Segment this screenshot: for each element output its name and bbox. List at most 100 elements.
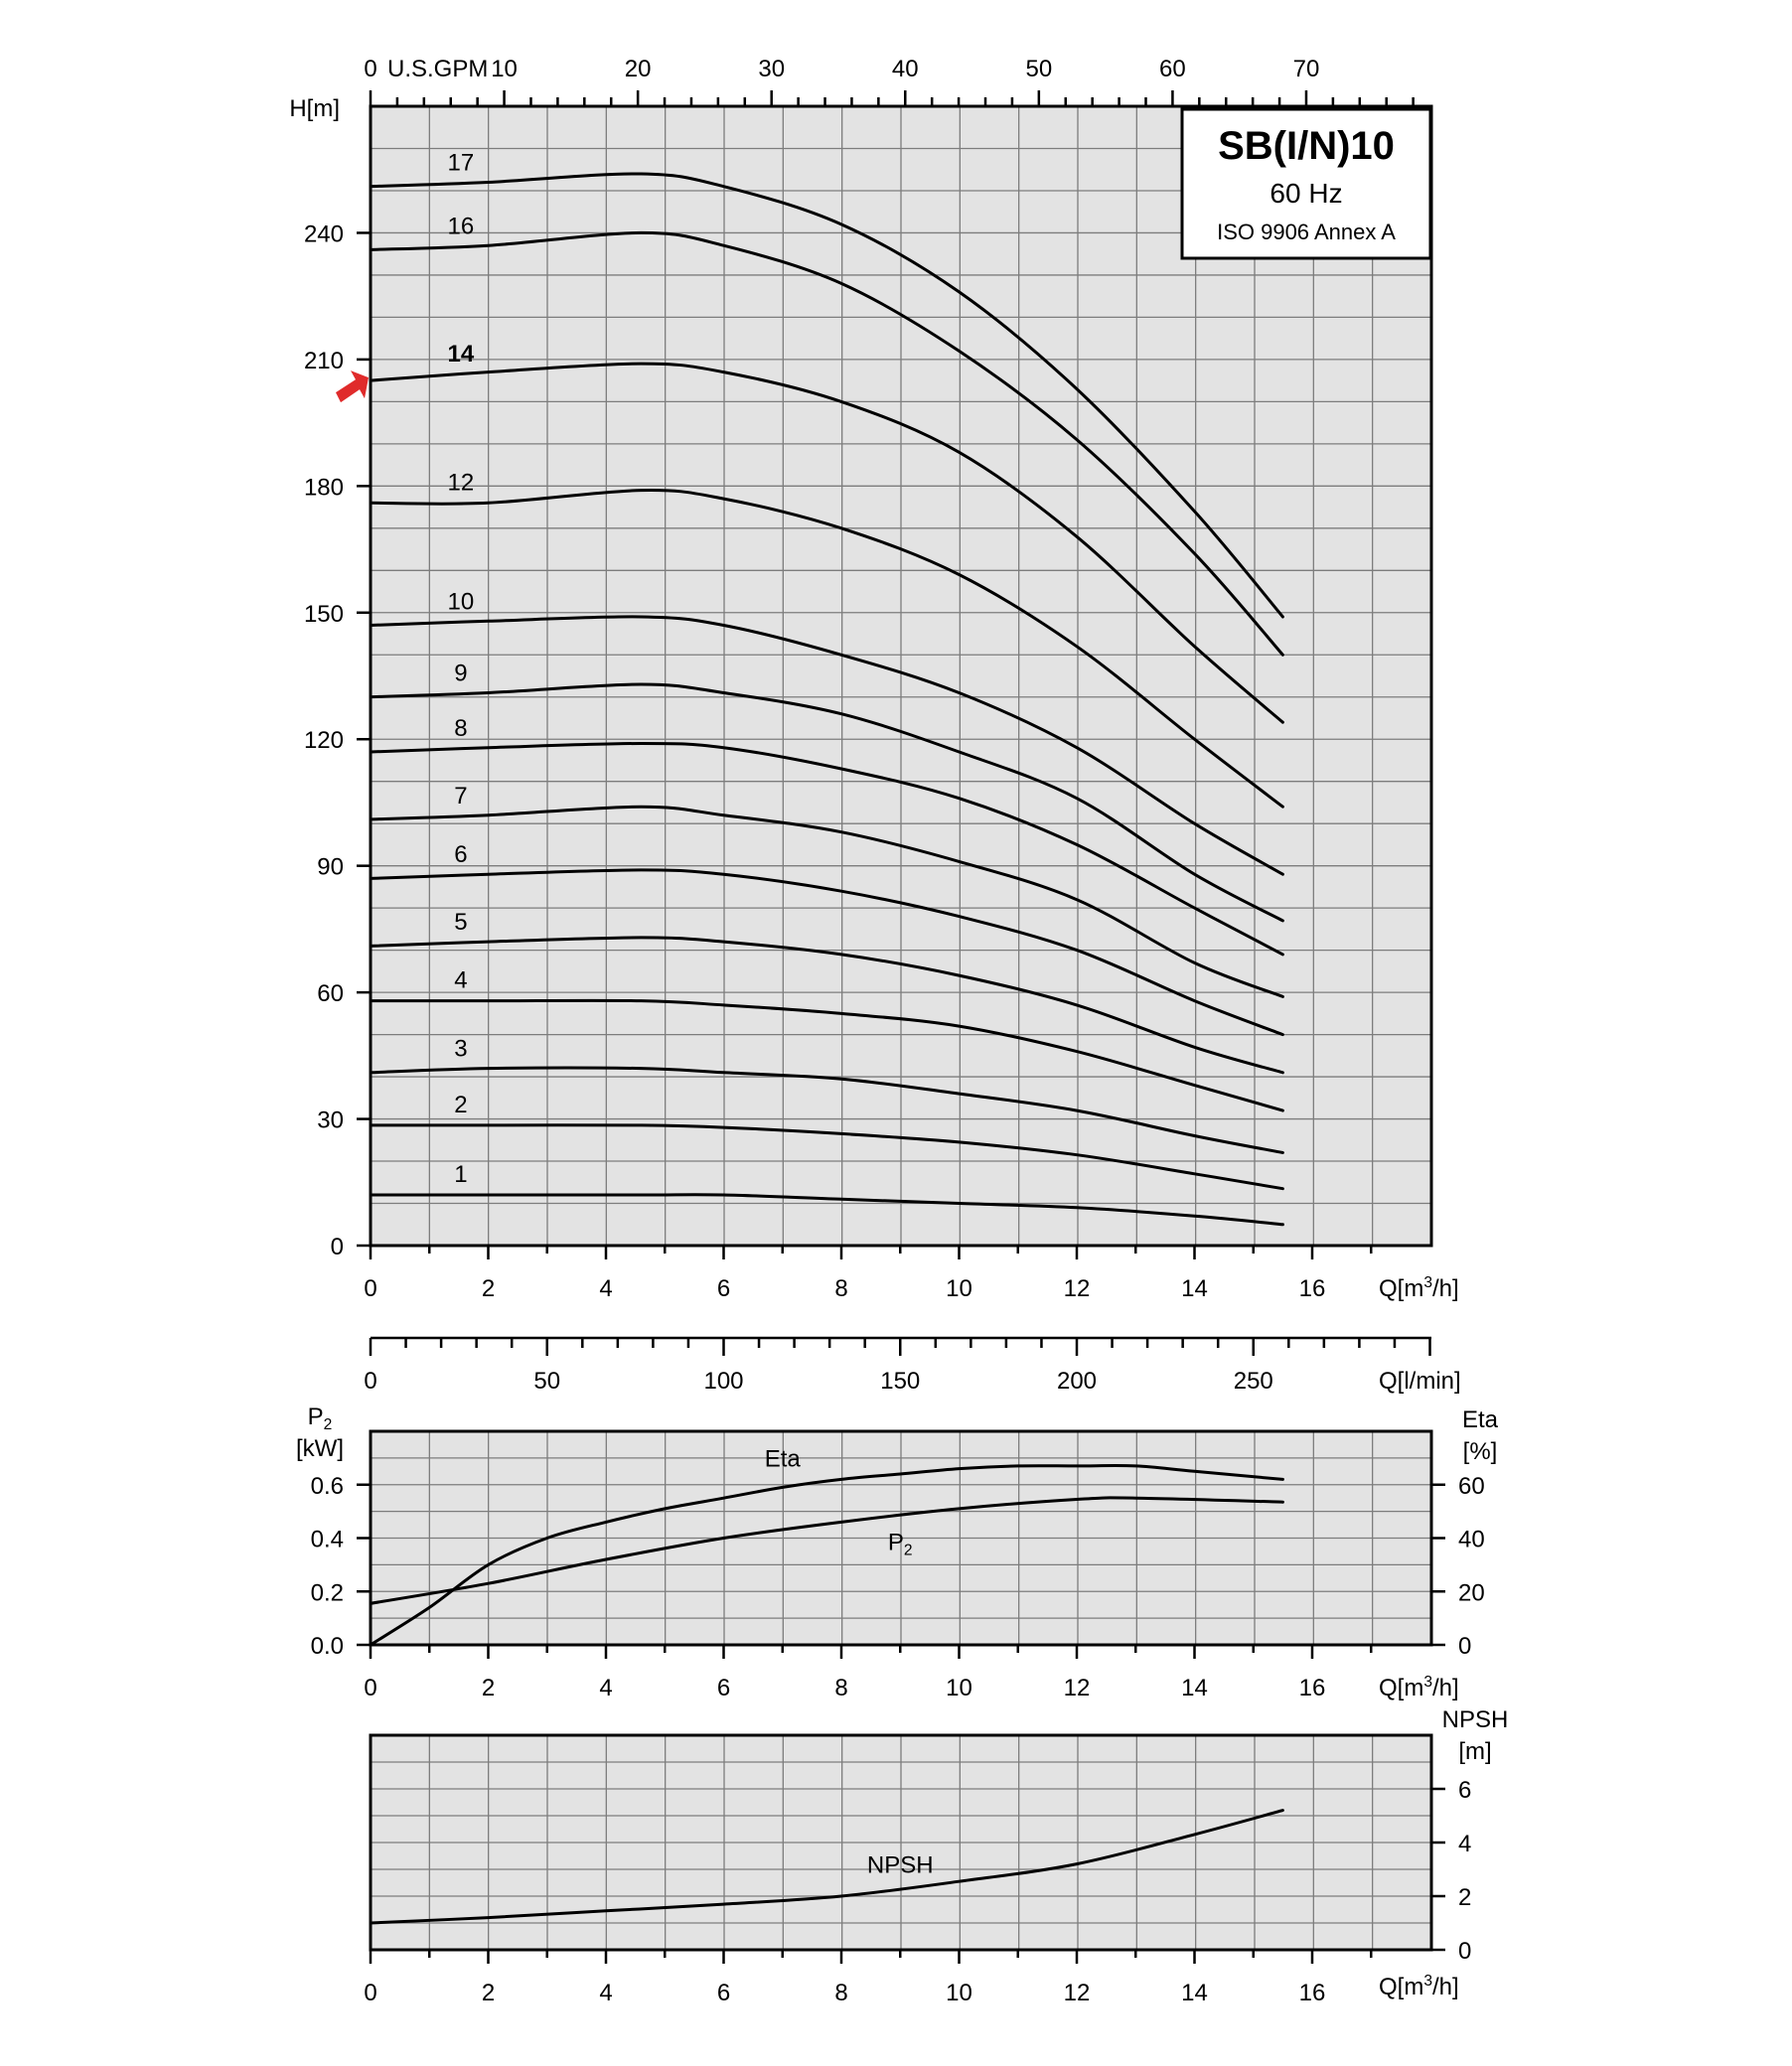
npsh-x-tick-label: 8 (834, 1980, 847, 2006)
top-x-tick-label: 50 (1025, 56, 1052, 82)
head-x-axis-title: Q[m3/h] (1379, 1274, 1459, 1302)
top-x-tick-label: 40 (892, 56, 919, 82)
head-curve-stages-2 (369, 1123, 1284, 1191)
power-y-left-title-line-2: [kW] (296, 1435, 344, 1462)
frequency-label: 60 Hz (1269, 178, 1342, 209)
npsh-x-tick-label: 14 (1181, 1980, 1208, 2006)
npsh-x-tick-label: 0 (364, 1980, 376, 2006)
head-x-tick-label: 6 (717, 1275, 730, 1302)
head-curve-stages-6 (369, 868, 1284, 1037)
title-box-frame (1180, 107, 1432, 260)
head-curve-label-14: 14 (448, 341, 475, 368)
power-x-tick-label: 8 (834, 1675, 847, 1701)
curve-eta (369, 1464, 1284, 1647)
model-name: SB(I/N)10 (1218, 124, 1395, 168)
npsh-y-axis-title-line-2: [m] (1458, 1738, 1491, 1765)
head-curve-stages-17 (369, 172, 1284, 619)
selected-curve-arrow-icon (336, 370, 369, 403)
head-curve-label-9: 9 (454, 661, 467, 687)
head-y-tick-label: 0 (331, 1234, 344, 1260)
power-y-left-title-line-1: P2 (308, 1403, 333, 1433)
head-y-tick-label: 90 (317, 854, 344, 881)
eta-y-right-title-line-2: [%] (1463, 1438, 1498, 1465)
power-y-left-tick-label: 0.2 (311, 1579, 344, 1606)
head-curve-label-1: 1 (454, 1161, 467, 1188)
power-x-tick-label: 16 (1299, 1675, 1326, 1701)
head-curve-label-8: 8 (454, 715, 467, 742)
power-eta-chart: 0 2 4 6 8 10 12 14 16 Q[m3/h] 0.0 0.2 0.4 0.6 0 20 40 60 P… (296, 1403, 1499, 1701)
top-x-tick-label: 20 (625, 56, 652, 82)
head-curve-label-2: 2 (454, 1092, 467, 1118)
head-curve-label-3: 3 (454, 1036, 467, 1063)
standard-label: ISO 9906 Annex A (1217, 220, 1396, 244)
power-y-left-tick-label: 0.0 (311, 1633, 344, 1660)
head-curve-stages-5 (369, 936, 1284, 1075)
npsh-x-tick-label: 16 (1299, 1980, 1326, 2006)
npsh-x-tick-label: 4 (599, 1980, 612, 2006)
head-curve-label-7: 7 (454, 783, 467, 810)
head-y-tick-label: 180 (304, 474, 344, 501)
head-y-axis-title: H[m] (289, 95, 340, 122)
top-x-tick-label: 70 (1293, 56, 1320, 82)
power-y-left-tick-label: 0.6 (311, 1473, 344, 1500)
head-y-tick-label: 240 (304, 221, 344, 247)
head-x-tick-label: 14 (1181, 1275, 1208, 1302)
head-curve-stages-8 (369, 742, 1284, 957)
lmin-axis-title: Q[l/min] (1379, 1368, 1461, 1395)
head-curve-label-6: 6 (454, 841, 467, 868)
lmin-tick-label: 250 (1234, 1368, 1273, 1395)
npsh-x-tick-label: 6 (717, 1980, 730, 2006)
lmin-tick-label: 100 (703, 1368, 743, 1395)
curve-label-eta: Eta (765, 1445, 802, 1472)
head-curve-label-16: 16 (448, 213, 475, 239)
npsh-y-axis-title-line-1: NPSH (1442, 1706, 1509, 1733)
lmin-tick-label: 200 (1057, 1368, 1097, 1395)
head-curve-stages-4 (369, 998, 1284, 1112)
top-x-tick-label: 30 (758, 56, 785, 82)
head-curve-label-17: 17 (448, 150, 475, 177)
npsh-chart: 0 2 4 6 8 10 12 14 16 Q[m3/h] 0 2 4 6 NPSH [m] NPSH (364, 1706, 1508, 2006)
power-x-axis-title: Q[m3/h] (1379, 1674, 1459, 1701)
curve-label-p2: P2 (888, 1530, 913, 1559)
npsh-x-tick-label: 10 (946, 1980, 972, 2006)
power-y-right-tick-label: 40 (1458, 1527, 1485, 1553)
head-curve-label-12: 12 (448, 469, 475, 496)
head-curve-stages-14 (369, 362, 1284, 724)
head-y-tick-label: 60 (317, 980, 344, 1007)
head-curve-label-5: 5 (454, 909, 467, 936)
head-curve-stages-10 (369, 615, 1284, 876)
npsh-x-tick-label: 12 (1064, 1980, 1091, 2006)
power-x-tick-label: 6 (717, 1675, 730, 1701)
head-y-tick-label: 210 (304, 348, 344, 374)
power-x-tick-label: 10 (946, 1675, 972, 1701)
head-y-tick-label: 30 (317, 1107, 344, 1134)
lmin-tick-label: 50 (533, 1368, 560, 1395)
eta-y-right-title-line-1: Eta (1462, 1406, 1499, 1433)
curve-p2 (369, 1496, 1284, 1605)
power-y-right-tick-label: 60 (1458, 1473, 1485, 1500)
npsh-x-tick-label: 2 (482, 1980, 495, 2006)
head-x-tick-label: 12 (1064, 1275, 1091, 1302)
head-x-tick-label: 0 (364, 1275, 376, 1302)
power-x-tick-label: 0 (364, 1675, 376, 1701)
power-x-tick-label: 14 (1181, 1675, 1208, 1701)
top-x-tick-label: 10 (491, 56, 518, 82)
power-y-left-tick-label: 0.4 (311, 1527, 344, 1553)
head-curve-stages-12 (369, 488, 1284, 809)
head-x-tick-label: 16 (1299, 1275, 1326, 1302)
npsh-y-tick-label: 0 (1458, 1938, 1471, 1965)
npsh-y-tick-label: 6 (1458, 1777, 1471, 1804)
power-x-tick-label: 2 (482, 1675, 495, 1701)
head-curve-stages-1 (369, 1193, 1284, 1227)
title-box: SB(I/N)10 60 Hz ISO 9906 Annex A (1180, 107, 1432, 260)
head-x-tick-label: 10 (946, 1275, 972, 1302)
power-y-right-tick-label: 0 (1458, 1633, 1471, 1660)
head-curve-stages-9 (369, 682, 1284, 923)
head-curve-label-10: 10 (448, 588, 475, 615)
curve-npsh (369, 1809, 1284, 1925)
head-curve-label-4: 4 (454, 967, 467, 994)
npsh-y-tick-label: 4 (1458, 1831, 1471, 1857)
lmin-tick-label: 0 (364, 1368, 376, 1395)
head-x-tick-label: 2 (482, 1275, 495, 1302)
